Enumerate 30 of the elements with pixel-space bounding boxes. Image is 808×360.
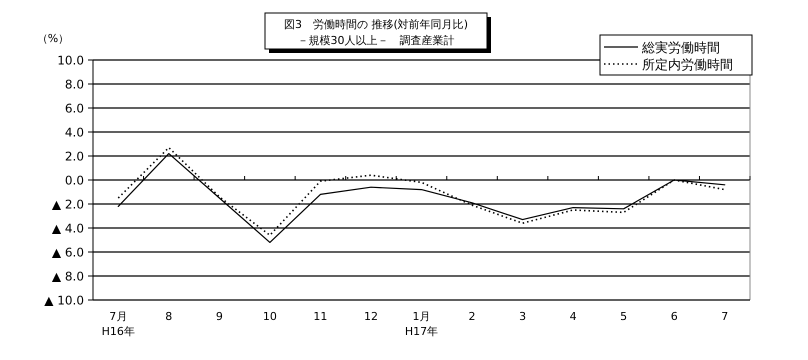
y-tick-label: 0.0 [64, 174, 84, 188]
title: 図3 労働時間の 推移(対前年同月比) －規模30人以上－ 調査産業計 [264, 12, 491, 53]
x-tick-label: 5 [620, 310, 628, 323]
y-tick-label: ▲ 4.0 [52, 222, 84, 236]
y-tick-label: 2.0 [64, 150, 84, 164]
y-tick-label: ▲ 2.0 [52, 198, 84, 212]
x-tick-label: 1月 H17年 [404, 310, 438, 338]
y-tick-label: 4.0 [64, 126, 84, 140]
y-axis-title: （%） [36, 32, 70, 45]
y-tick-label: 6.0 [64, 102, 84, 116]
x-tick-label: 9 [216, 310, 223, 323]
legend-label: 総実労働時間 [641, 40, 720, 56]
chart-title: 図3 労働時間の 推移(対前年同月比) [284, 18, 468, 31]
x-tick-label: 8 [165, 310, 172, 323]
y-tick-label: ▲ 8.0 [52, 270, 84, 284]
x-tick-label: 6 [670, 310, 678, 323]
x-tick-label: 7 [721, 310, 728, 323]
y-tick-label: 8.0 [64, 78, 84, 92]
y-tick-label: ▲ 6.0 [52, 246, 84, 260]
x-tick-label: 7月 H16年 [102, 310, 135, 338]
x-tick-label: 3 [519, 310, 526, 323]
y-tick-label: 10.0 [57, 54, 84, 68]
y-tick-label: ▲ 10.0 [44, 294, 84, 308]
x-tick-label: 12 [364, 310, 378, 323]
x-tick-label: 2 [468, 310, 476, 323]
legend-label: 所定内労働時間 [642, 58, 733, 73]
x-tick-label: 11 [313, 310, 328, 323]
x-tick-label: 10 [262, 310, 277, 323]
chart-subtitle: －規模30人以上－ 調査産業計 [298, 34, 454, 47]
x-tick-label: 4 [570, 310, 577, 323]
